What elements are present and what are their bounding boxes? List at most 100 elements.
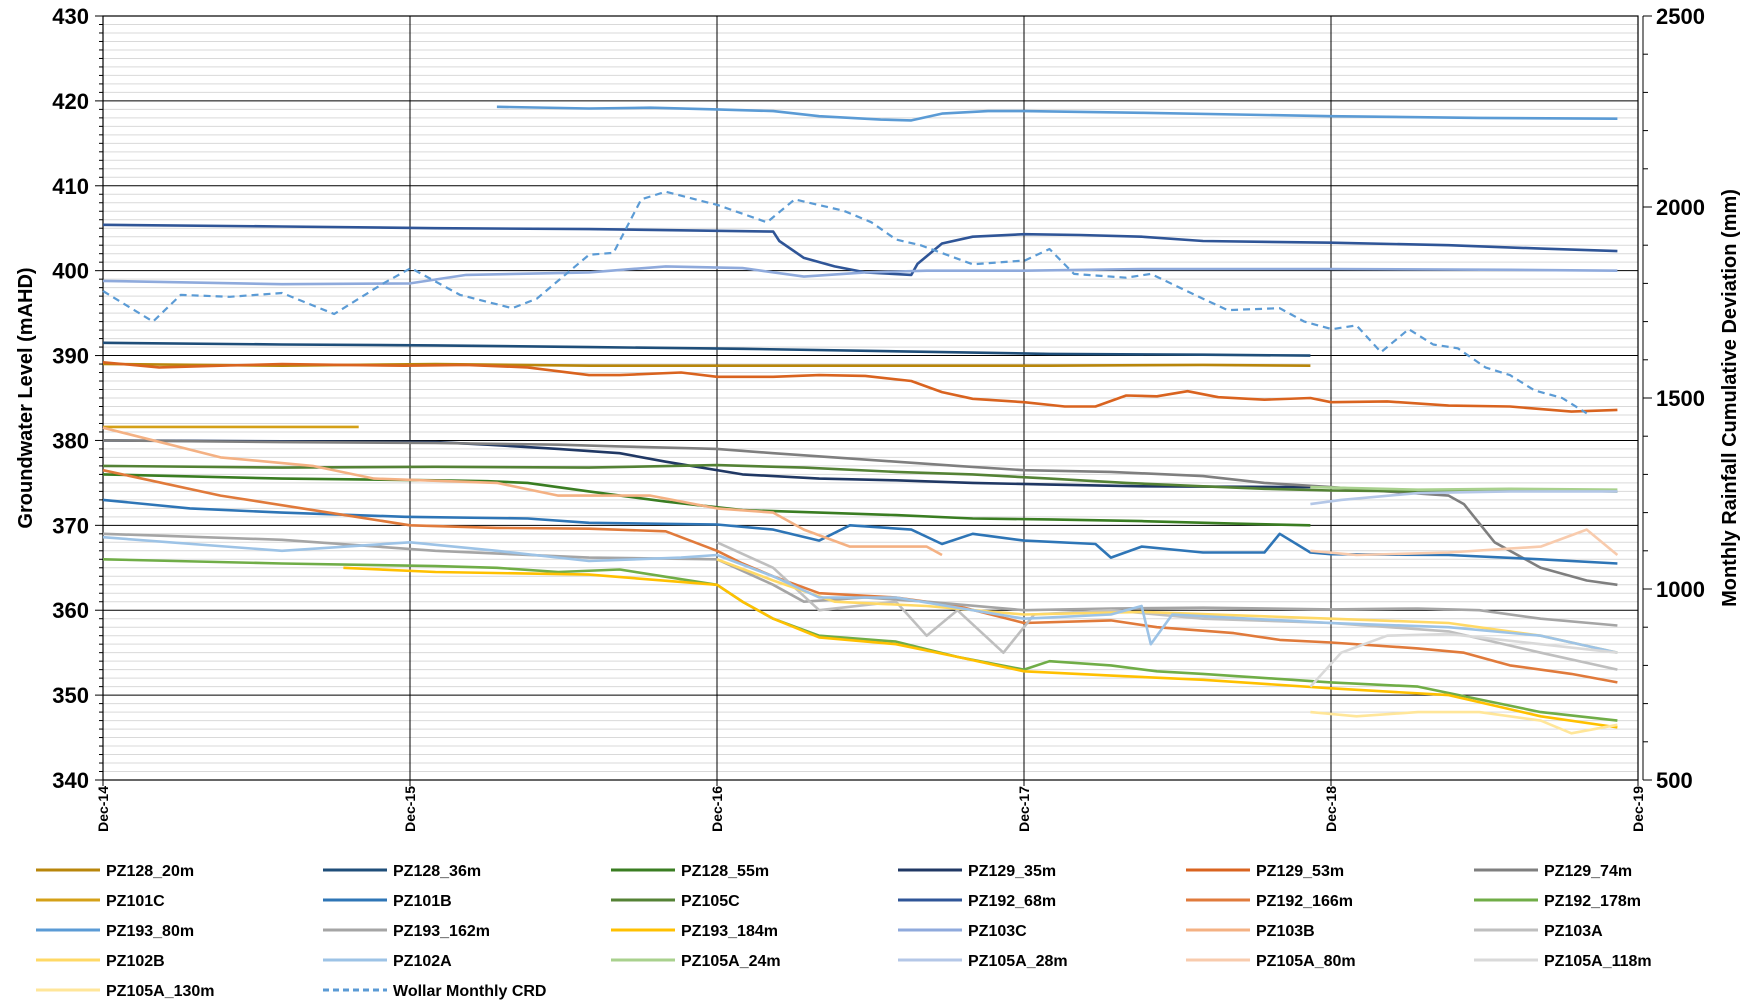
legend-label: PZ105A_130m: [106, 983, 215, 1000]
series-line-pz128-36m: [102, 341, 1311, 357]
y-tick-label: 420: [52, 89, 89, 114]
legend-label: PZ105A_24m: [681, 953, 781, 970]
legend: PZ128_20m PZ128_36m PZ128_55m PZ129_35m PZ12…: [36, 863, 1652, 1000]
y-axis-title: Groundwater Level (mAHD): [15, 267, 37, 528]
series-layer: [102, 105, 1619, 735]
series-line-pz102a: [102, 535, 1618, 654]
legend-label: PZ193_80m: [106, 923, 194, 940]
legend-label: PZ101C: [106, 893, 165, 910]
series-line-pz103a: [716, 541, 1618, 671]
legend-item: PZ192_178m: [1474, 893, 1641, 910]
legend-label: PZ105A_80m: [1256, 953, 1356, 970]
legend-item: PZ101C: [36, 893, 165, 910]
legend-item: PZ128_20m: [36, 863, 194, 880]
series-line-pz105a-28m: [1310, 490, 1618, 506]
series-line-pz105a-80m: [1310, 528, 1619, 557]
legend-label: PZ128_36m: [393, 863, 481, 880]
legend-item: PZ105A_130m: [36, 983, 215, 1000]
legend-label: PZ128_55m: [681, 863, 769, 880]
series-line-pz129-74m: [102, 439, 1618, 587]
legend-label: PZ128_20m: [106, 863, 194, 880]
legend-label: PZ193_184m: [681, 923, 778, 940]
y2-axis-title: Monthly Rainfall Cumulative Deviation (m…: [1719, 189, 1741, 607]
x-axis-ticks: Dec-14 Dec-15 Dec-16 Dec-17 Dec-18 Dec-19: [95, 780, 1646, 832]
y-axis-ticks: 340 350 360 370 380 390 400 410 420 430: [52, 4, 103, 793]
legend-item: PZ102A: [323, 953, 452, 970]
legend-label: PZ103C: [968, 923, 1027, 940]
y-tick-label: 390: [52, 344, 89, 369]
legend-label: PZ192_178m: [1544, 893, 1641, 910]
series-line-pz103b: [102, 426, 943, 557]
x-tick-label: Dec-18: [1323, 786, 1339, 832]
series-line-pz105a-24m: [1310, 485, 1618, 492]
y-tick-label: 360: [52, 598, 89, 623]
y-tick-label: 370: [52, 513, 89, 538]
legend-label: PZ101B: [393, 893, 452, 910]
legend-item: PZ105A_28m: [898, 953, 1068, 970]
series-line-wollar-monthly-crd: [102, 190, 1588, 415]
legend-label: PZ129_74m: [1544, 863, 1632, 880]
series-line-pz193-80m: [496, 105, 1618, 122]
legend-item: PZ193_162m: [323, 923, 490, 940]
x-tick-label: Dec-15: [402, 786, 418, 832]
legend-label: PZ192_68m: [968, 893, 1056, 910]
legend-item: PZ129_53m: [1186, 863, 1344, 880]
y-tick-label: 350: [52, 683, 89, 708]
legend-item: PZ192_68m: [898, 893, 1056, 910]
y2-tick-label: 2500: [1656, 4, 1705, 29]
legend-item: PZ129_74m: [1474, 863, 1632, 880]
series-line-pz105c: [102, 463, 1618, 493]
legend-item: PZ192_166m: [1186, 893, 1353, 910]
series-line-pz193-184m: [343, 566, 1618, 729]
y-tick-label: 400: [52, 259, 89, 284]
y2-tick-label: 1000: [1656, 577, 1705, 602]
legend-label: PZ103A: [1544, 923, 1603, 940]
legend-item: PZ105A_118m: [1474, 953, 1652, 970]
legend-label: PZ129_35m: [968, 863, 1056, 880]
y2-tick-label: 1500: [1656, 386, 1705, 411]
y2-tick-label: 500: [1656, 768, 1693, 793]
legend-item: PZ105C: [611, 893, 740, 910]
legend-item: PZ103C: [898, 923, 1027, 940]
legend-label: PZ103B: [1256, 923, 1315, 940]
series-line-pz192-166m: [102, 468, 1618, 684]
series-line-pz105a-118m: [1309, 632, 1618, 688]
legend-label: PZ193_162m: [393, 923, 490, 940]
legend-label: PZ105A_28m: [968, 953, 1068, 970]
legend-item: PZ105A_80m: [1186, 953, 1356, 970]
y-tick-label: 340: [52, 768, 89, 793]
legend-item: PZ103B: [1186, 923, 1315, 940]
legend-item: PZ129_35m: [898, 863, 1056, 880]
x-tick-label: Dec-17: [1016, 786, 1032, 832]
series-line-pz105a-130m: [1310, 710, 1618, 735]
series-line-pz192-68m: [102, 223, 1618, 277]
legend-item: PZ193_184m: [611, 923, 778, 940]
series-line-pz129-53m: [102, 361, 1618, 413]
legend-item: Wollar Monthly CRD: [323, 983, 546, 1000]
legend-item: PZ103A: [1474, 923, 1603, 940]
x-tick-label: Dec-14: [95, 786, 111, 832]
legend-item: PZ105A_24m: [611, 953, 781, 970]
series-line-pz103c: [102, 265, 1618, 286]
x-tick-label: Dec-19: [1630, 786, 1646, 832]
legend-item: PZ102B: [36, 953, 165, 970]
y2-axis-ticks: 500 1000 1500 2000 2500: [1642, 4, 1705, 793]
y-tick-label: 380: [52, 428, 89, 453]
legend-label: PZ105A_118m: [1544, 953, 1652, 970]
legend-label: PZ102B: [106, 953, 165, 970]
legend-label: PZ102A: [393, 953, 452, 970]
y2-tick-label: 2000: [1656, 195, 1705, 220]
legend-label: PZ192_166m: [1256, 893, 1353, 910]
legend-label: PZ105C: [681, 893, 740, 910]
legend-label: Wollar Monthly CRD: [393, 983, 546, 1000]
y-tick-label: 430: [52, 4, 89, 29]
series-line-pz101b: [102, 498, 1618, 565]
legend-item: PZ193_80m: [36, 923, 194, 940]
legend-label: PZ129_53m: [1256, 863, 1344, 880]
legend-item: PZ128_55m: [611, 863, 769, 880]
gridlines: [102, 15, 1639, 781]
x-tick-label: Dec-16: [709, 786, 725, 832]
legend-item: PZ128_36m: [323, 863, 481, 880]
legend-item: PZ101B: [323, 893, 452, 910]
